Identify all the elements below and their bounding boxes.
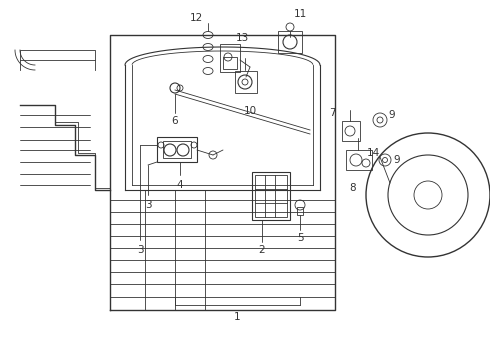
Text: 5: 5 [296,233,303,243]
Text: 14: 14 [367,148,380,158]
Text: 1: 1 [234,312,240,322]
Bar [255,175,287,217]
Bar [297,207,303,215]
Bar [346,150,372,170]
Text: 9: 9 [393,155,400,165]
Text: 7: 7 [329,108,335,118]
Bar [223,57,237,69]
Text: 11: 11 [294,9,307,19]
Text: 2: 2 [259,245,265,255]
Text: 9: 9 [389,110,395,120]
Text: 10: 10 [244,106,257,116]
Text: 13: 13 [235,33,248,43]
Text: 8: 8 [350,183,356,193]
Bar [157,137,197,162]
Text: 12: 12 [189,13,203,23]
Text: 4: 4 [177,180,183,190]
Text: 3: 3 [145,200,151,210]
Text: 3: 3 [137,245,143,255]
Bar [278,31,302,53]
Bar [252,172,290,220]
Bar [342,121,360,141]
Bar [235,71,257,93]
Text: 6: 6 [172,116,178,126]
Bar [163,141,191,158]
Bar [220,44,240,72]
